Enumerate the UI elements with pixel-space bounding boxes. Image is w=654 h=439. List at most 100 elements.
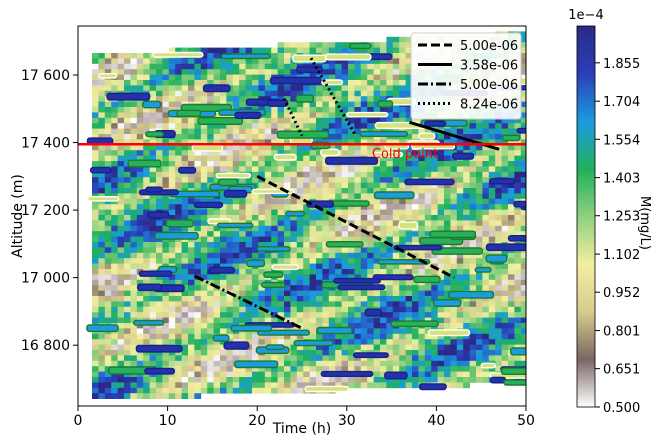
heatmap-cell <box>194 171 202 178</box>
heatmap-cell <box>508 225 515 232</box>
heatmap-cell <box>412 188 419 194</box>
heatmap-cell <box>264 193 272 200</box>
heatmap-cell <box>252 242 259 248</box>
heatmap-cell <box>450 139 458 146</box>
heatmap-cell <box>360 193 368 200</box>
heatmap-cell <box>316 377 323 383</box>
heatmap-cell <box>175 317 182 324</box>
heatmap-cell <box>424 339 432 345</box>
heatmap-cell <box>245 166 253 173</box>
heatmap-cell <box>92 177 99 183</box>
heatmap-cell <box>136 166 144 173</box>
heatmap-cell <box>405 204 413 210</box>
heatmap-cell <box>495 188 502 194</box>
heatmap-cell <box>469 323 477 329</box>
heatmap-cell <box>444 155 451 162</box>
heatmap-cell <box>130 231 138 237</box>
heatmap-cell <box>207 333 214 340</box>
heatmap-cell <box>360 74 368 81</box>
heatmap-cell <box>328 188 336 194</box>
heatmap-cell <box>469 360 477 367</box>
heatmap-cell <box>258 215 266 221</box>
heatmap-cell <box>488 198 496 205</box>
heatmap-cell <box>220 258 227 264</box>
heatmap-cell <box>124 139 131 146</box>
heatmap-cell <box>360 96 368 102</box>
heatmap-cell <box>341 231 349 237</box>
heatmap-cell <box>232 47 240 54</box>
heatmap-cell <box>136 301 144 308</box>
heatmap-cell <box>194 128 202 135</box>
heatmap-cell <box>143 296 150 302</box>
heatmap-cell <box>296 290 304 297</box>
heatmap-cell <box>136 382 144 389</box>
heatmap-cell <box>271 285 278 291</box>
colorbar-label: M(mg/L) <box>637 196 652 250</box>
heatmap-cell <box>98 247 106 254</box>
legend-label: 3.58e-06 <box>460 59 518 74</box>
heatmap-cell <box>424 366 432 372</box>
heatmap-cell <box>143 377 150 383</box>
heatmap-cell <box>367 220 374 227</box>
heatmap-cell <box>328 193 336 200</box>
heatmap-cell <box>143 350 150 356</box>
heatmap-cell <box>386 323 394 329</box>
heatmap-cell <box>181 204 189 210</box>
heatmap-cell <box>136 150 144 156</box>
heatmap-cell <box>232 252 240 259</box>
heatmap-cell <box>124 171 131 178</box>
heatmap-cell <box>437 155 445 162</box>
heatmap-cell <box>444 306 451 313</box>
heatmap-cell <box>252 47 259 54</box>
heatmap-cell <box>98 69 106 75</box>
heatmap-cell <box>162 317 170 324</box>
heatmap-cell <box>463 139 470 146</box>
heatmap-cell <box>367 258 374 264</box>
heatmap-cell <box>520 312 526 318</box>
heatmap-cell <box>341 366 349 372</box>
heatmap-cell <box>322 177 330 183</box>
heatmap-cell <box>220 350 227 356</box>
heatmap-cell <box>130 63 138 70</box>
heatmap-cell <box>124 220 131 227</box>
heatmap-cell <box>188 312 195 318</box>
heatmap-cell <box>220 377 227 383</box>
heatmap-cell <box>380 360 387 367</box>
heatmap-cell <box>290 279 298 286</box>
heatmap-cell <box>392 117 400 124</box>
heatmap-cell <box>213 236 221 243</box>
heatmap-cell <box>405 155 413 162</box>
heatmap-cell <box>335 258 342 264</box>
heatmap-cell <box>188 328 195 335</box>
heatmap-cell <box>354 193 362 200</box>
heatmap-cell <box>175 328 182 335</box>
heatmap-cell <box>149 393 157 399</box>
heatmap-cell <box>220 63 227 70</box>
heatmap-cell <box>373 301 381 308</box>
heatmap-cell <box>405 107 413 113</box>
heatmap-cell <box>367 252 374 259</box>
heatmap-cell <box>335 290 342 297</box>
heatmap-cell <box>316 231 323 237</box>
heatmap-cell <box>341 339 349 345</box>
heatmap-cell <box>360 317 368 324</box>
heatmap-cell <box>232 366 240 372</box>
heatmap-cell <box>367 263 374 270</box>
heatmap-cell <box>149 377 157 383</box>
heatmap-cell <box>149 306 157 313</box>
heatmap-cell <box>444 350 451 356</box>
heatmap-cell <box>444 188 451 194</box>
heatmap-cell <box>232 63 240 70</box>
heatmap-cell <box>124 53 131 59</box>
heatmap-cell <box>514 220 522 227</box>
heatmap-cell <box>149 177 157 183</box>
heatmap-cell <box>316 355 323 362</box>
heatmap-cell <box>181 215 189 221</box>
heatmap-cell <box>200 74 208 81</box>
heatmap-cell <box>136 128 144 135</box>
heatmap-cell <box>168 393 176 399</box>
heatmap-cell <box>508 155 515 162</box>
heatmap-cell <box>296 47 304 54</box>
heatmap-cell <box>335 188 342 194</box>
heatmap-cell <box>111 382 118 389</box>
